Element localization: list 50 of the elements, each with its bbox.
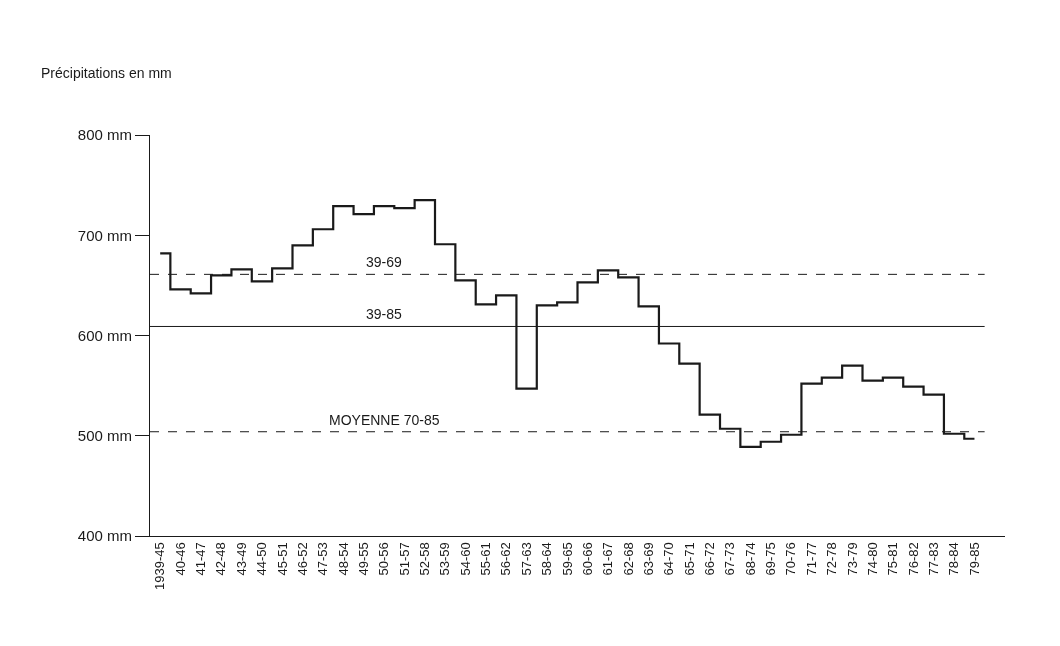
x-tick-label: 44-50 bbox=[254, 542, 270, 576]
x-tick-label: 72-78 bbox=[824, 542, 840, 576]
x-tick-label: 41-47 bbox=[193, 542, 209, 576]
x-tick-label: 58-64 bbox=[539, 542, 555, 576]
y-tick-label: 400 mm bbox=[77, 527, 132, 545]
x-tick-label: 65-71 bbox=[681, 542, 697, 576]
x-tick-label: 73-79 bbox=[844, 542, 860, 576]
x-tick-label: 74-80 bbox=[864, 542, 880, 576]
x-tick-label: 70-76 bbox=[783, 542, 799, 576]
x-tick-label: 40-46 bbox=[172, 542, 188, 576]
x-tick-label: 43-49 bbox=[233, 542, 249, 576]
y-tick-label: 700 mm bbox=[77, 226, 132, 244]
annotation: 39-69 bbox=[366, 254, 403, 270]
x-tick-label: 56-62 bbox=[498, 542, 514, 576]
x-tick-label: 57-63 bbox=[518, 542, 534, 576]
x-tick-label: 63-69 bbox=[640, 542, 656, 576]
x-tick-label: 50-56 bbox=[376, 542, 392, 576]
x-tick-label: 79-85 bbox=[966, 542, 982, 576]
x-tick-label: 42-48 bbox=[213, 542, 229, 576]
y-tick-label: 600 mm bbox=[77, 326, 132, 344]
x-tick-label: 46-52 bbox=[294, 542, 310, 576]
x-tick-label: 66-72 bbox=[702, 542, 718, 576]
x-tick-label: 47-53 bbox=[315, 542, 331, 576]
annotation: 39-85 bbox=[366, 306, 403, 322]
x-tick-label: 51-57 bbox=[396, 542, 412, 576]
x-tick-label: 78-84 bbox=[946, 542, 962, 576]
y-tick-label: 500 mm bbox=[77, 427, 132, 444]
x-tick-label: 62-68 bbox=[620, 542, 636, 576]
y-axis-title: Précipitations en mm bbox=[41, 65, 172, 81]
x-tick-label: 48-54 bbox=[335, 542, 351, 576]
annotation: MOYENNE 70-85 bbox=[329, 412, 440, 428]
x-tick-label: 76-82 bbox=[905, 542, 921, 576]
x-tick-label: 69-75 bbox=[763, 542, 779, 576]
x-tick-label: 59-65 bbox=[559, 542, 575, 576]
x-tick-label: 52-58 bbox=[417, 542, 433, 576]
x-tick-label: 49-55 bbox=[355, 542, 371, 576]
x-tick-label: 61-67 bbox=[600, 542, 616, 576]
x-tick-label: 55-61 bbox=[478, 542, 494, 576]
x-tick-label: 71-77 bbox=[803, 542, 819, 576]
x-tick-label: 77-83 bbox=[925, 542, 941, 576]
x-tick-label: 67-73 bbox=[722, 542, 738, 576]
x-tick-label: 1939-45 bbox=[152, 542, 168, 590]
x-tick-label: 75-81 bbox=[885, 542, 901, 576]
y-tick-label: 800 mm bbox=[77, 126, 132, 144]
x-tick-label: 54-60 bbox=[457, 542, 473, 576]
x-tick-label: 45-51 bbox=[274, 542, 290, 576]
x-tick-label: 68-74 bbox=[742, 542, 758, 576]
x-tick-label: 53-59 bbox=[437, 542, 453, 576]
x-tick-label: 60-66 bbox=[579, 542, 595, 576]
x-tick-label: 64-70 bbox=[661, 542, 677, 576]
